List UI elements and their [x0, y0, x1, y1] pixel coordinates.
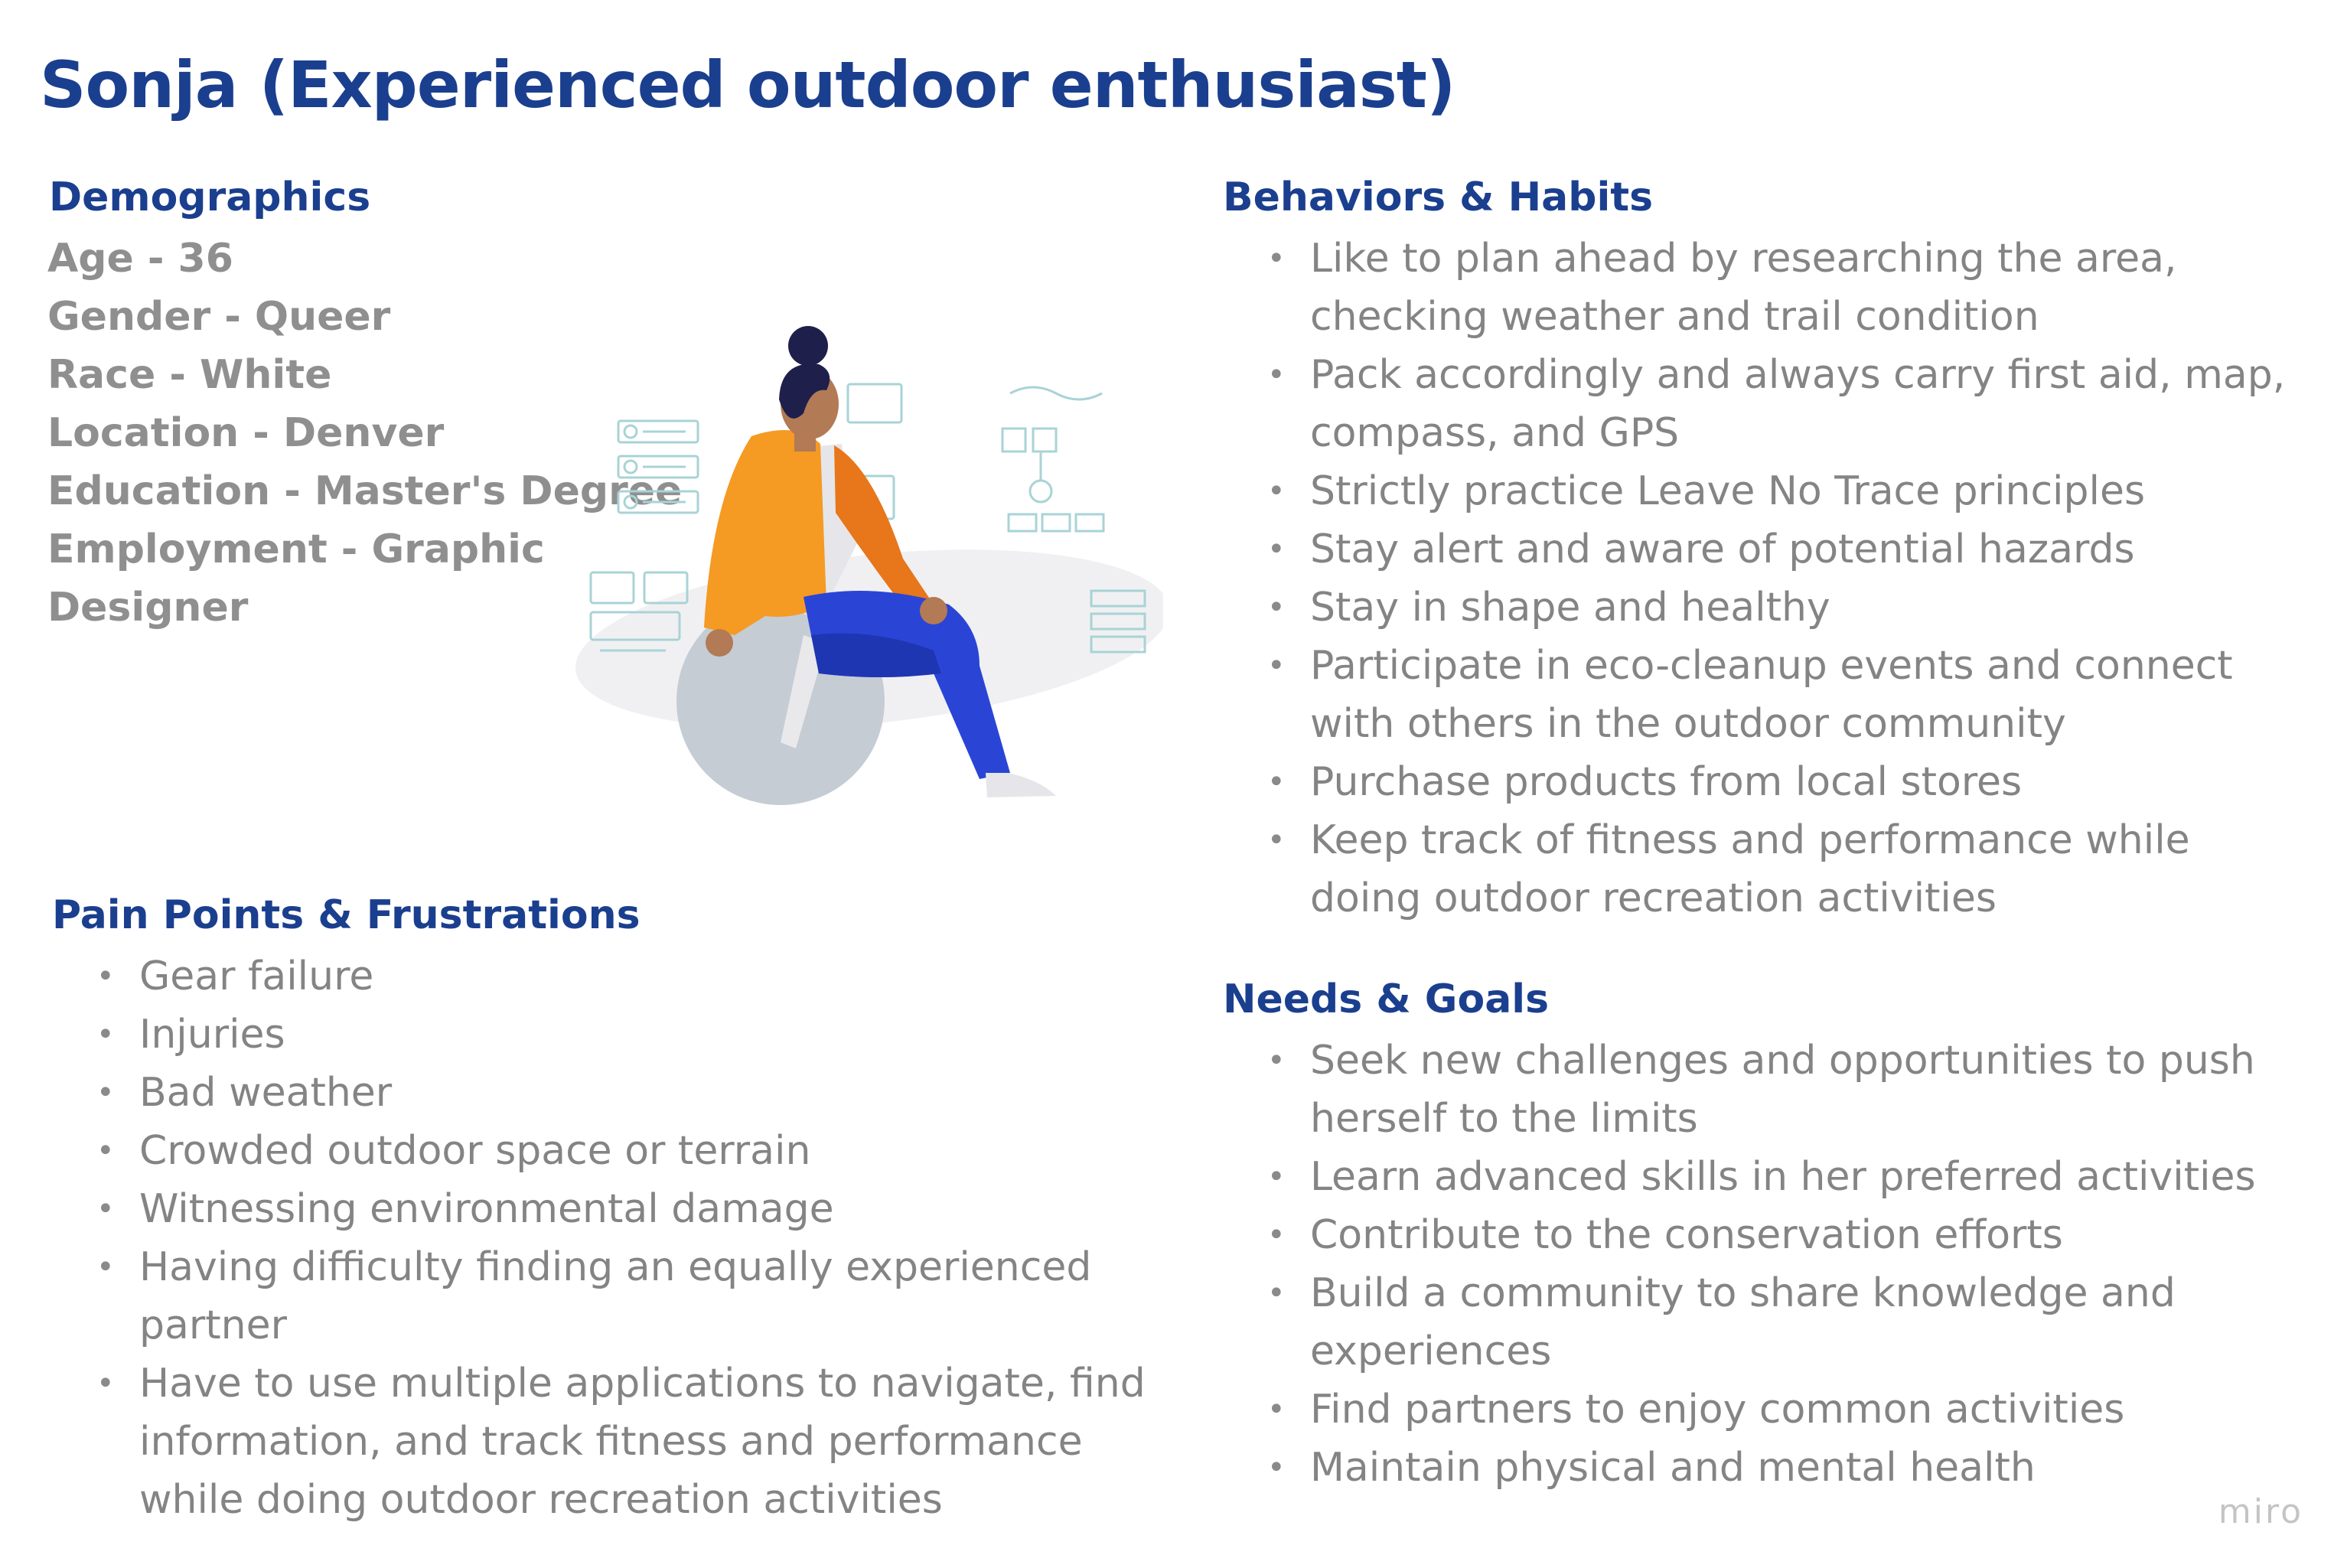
bullet-dot-icon: • — [96, 1250, 115, 1285]
list-item: • Having difficulty finding an equally ex… — [96, 1238, 1165, 1354]
demographic-age: Age - 36 — [47, 236, 233, 282]
list-item: • Bad weather — [96, 1064, 1165, 1122]
bullet-dot-icon: • — [1267, 532, 1286, 567]
bullet-dot-icon: • — [1267, 823, 1286, 858]
page-title: Sonja (Experienced outdoor enthusiast) — [40, 47, 1455, 122]
demographic-education: Education - Master's Degree — [47, 468, 683, 514]
list-item: • Seek new challenges and opportunities t… — [1267, 1032, 2259, 1148]
list-item: • Stay alert and aware of potential hazar… — [1267, 520, 2313, 579]
list-item: • Purchase products from local stores — [1267, 753, 2313, 811]
hair — [779, 363, 830, 419]
bullet-dot-icon: • — [1267, 241, 1286, 276]
jacket — [704, 430, 826, 635]
demographic-employment: Employment - Graphic — [47, 526, 545, 572]
list-item: • Pack accordingly and always carry first… — [1267, 346, 2313, 462]
bullet-dot-icon: • — [1267, 1218, 1286, 1253]
right-hand — [920, 597, 947, 624]
miro-watermark: miro — [2218, 1492, 2303, 1531]
list-item: • Injuries — [96, 1006, 1165, 1064]
bullet-dot-icon: • — [1267, 590, 1286, 625]
list-item: • Witnessing environmental damage — [96, 1180, 1165, 1238]
bullet-dot-icon: • — [96, 1133, 115, 1169]
list-item: • Find partners to enjoy common activitie… — [1267, 1381, 2259, 1439]
bullet-dot-icon: • — [1267, 764, 1286, 800]
list-item: • Like to plan ahead by researching the a… — [1267, 230, 2313, 346]
demographic-race: Race - White — [47, 352, 332, 398]
needs-list: • Seek new challenges and opportunities t… — [1267, 1032, 2259, 1497]
bullet-dot-icon: • — [1267, 1043, 1286, 1078]
person-sitting-on-ball-illustration — [575, 326, 1163, 805]
bullet-dot-icon: • — [1267, 648, 1286, 683]
demographic-employment-cont: Designer — [47, 585, 249, 631]
demographics-list: Age - 36 Gender - Queer Race - White Loc… — [47, 230, 683, 637]
list-item: • Crowded outdoor space or terrain — [96, 1122, 1165, 1180]
behaviors-list: • Like to plan ahead by researching the a… — [1267, 230, 2313, 927]
needs-heading: Needs & Goals — [1223, 976, 1550, 1022]
list-item: • Participate in eco-cleanup events and c… — [1267, 637, 2313, 753]
back-leg — [781, 635, 826, 748]
list-item: • Stay in shape and healthy — [1267, 579, 2313, 637]
list-item: • Gear failure — [96, 947, 1165, 1006]
list-item: • Learn advanced skills in her preferred … — [1267, 1148, 2259, 1206]
shoe — [986, 773, 1056, 797]
bullet-dot-icon: • — [1267, 1392, 1286, 1427]
demographics-heading: Demographics — [49, 174, 371, 220]
list-item: • Build a community to share knowledge an… — [1267, 1264, 2259, 1381]
list-item: • Have to use multiple applications to na… — [96, 1354, 1165, 1529]
pain-points-list: • Gear failure • Injuries • Bad weather • Cr… — [96, 947, 1165, 1529]
wireframe-cards-icon — [589, 383, 1146, 654]
bullet-dot-icon: • — [96, 1191, 115, 1227]
bullet-dot-icon: • — [1267, 1159, 1286, 1195]
behaviors-heading: Behaviors & Habits — [1223, 174, 1654, 220]
left-hand — [706, 629, 733, 657]
bullet-dot-icon: • — [1267, 357, 1286, 393]
bullet-dot-icon: • — [1267, 474, 1286, 509]
list-item: • Strictly practice Leave No Trace princi… — [1267, 462, 2313, 520]
demographic-gender: Gender - Queer — [47, 294, 391, 340]
pants-shadow — [811, 633, 941, 677]
bullet-dot-icon: • — [96, 959, 115, 994]
hair-bun — [788, 326, 828, 366]
bullet-dot-icon: • — [96, 1017, 115, 1052]
bullet-dot-icon: • — [96, 1075, 115, 1110]
demographic-location: Location - Denver — [47, 410, 445, 456]
list-item: • Keep track of fitness and performance w… — [1267, 811, 2313, 927]
list-item: • Maintain physical and mental health — [1267, 1439, 2259, 1497]
bullet-dot-icon: • — [96, 1366, 115, 1401]
jacket-right-arm — [834, 445, 934, 616]
bullet-dot-icon: • — [1267, 1276, 1286, 1311]
pain-points-heading: Pain Points & Frustrations — [52, 892, 641, 938]
bullet-dot-icon: • — [1267, 1450, 1286, 1485]
list-item: • Contribute to the conservation efforts — [1267, 1206, 2259, 1264]
